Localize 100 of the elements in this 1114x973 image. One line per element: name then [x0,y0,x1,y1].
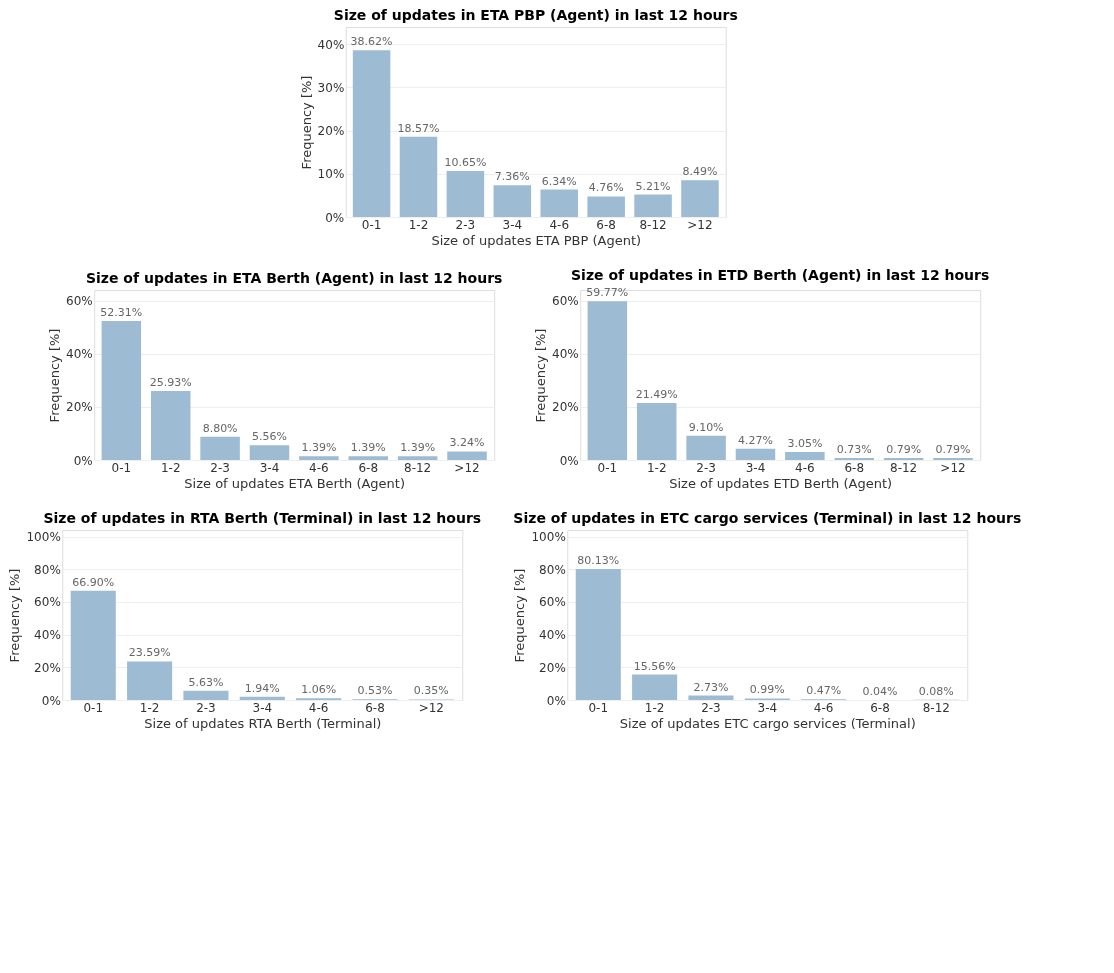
x-axis-title: Size of updates ETD Berth (Agent) [669,475,893,491]
y-tick-label: 80% [539,562,566,577]
data-label: 0.79% [935,442,971,456]
bar [299,456,339,460]
y-tick-label: 20% [317,124,345,139]
bar [785,451,825,460]
x-tick-label: 2-3 [455,217,476,232]
bar [447,451,487,460]
y-tick-label: 20% [539,660,566,675]
y-tick-label: 0% [73,453,93,468]
x-tick-label: >12 [687,217,713,232]
bar [493,185,532,217]
x-tick-label: 1-2 [646,460,667,475]
bar [239,696,285,700]
bar [127,661,173,700]
y-tick-label: 100% [26,530,61,545]
data-label: 7.36% [494,170,530,184]
y-axis-title: Frequency [%] [47,328,62,423]
x-axis-title: Size of updates ETA Berth (Agent) [184,475,406,491]
data-label: 0.47% [806,684,842,698]
data-label: 2.73% [693,680,729,694]
data-label: 0.79% [886,442,922,456]
data-label: 1.39% [301,441,337,455]
data-label: 0.99% [749,683,785,697]
x-tick-label: 3-4 [757,700,778,715]
x-tick-label: 4-6 [795,460,815,475]
bar [399,136,438,217]
chart-title: Size of updates in ETA PBP (Agent) in last 12 hours [333,7,738,23]
x-tick-label: 3-4 [259,460,280,475]
data-label: 8.49% [682,165,718,179]
data-label: 1.39% [350,441,386,455]
data-label: 1.39% [400,441,436,455]
y-tick-label: 40% [66,347,93,362]
bar [70,590,116,700]
bar [933,457,973,460]
bar [249,445,290,460]
data-label: 0.35% [413,684,449,698]
y-tick-label: 60% [66,294,93,309]
x-tick-label: 6-8 [596,217,616,232]
x-tick-label: 1-2 [139,700,160,715]
x-tick-label: 8-12 [922,700,950,715]
data-label: 4.27% [738,433,773,447]
bar [632,674,678,700]
data-label: 0.04% [862,684,898,698]
x-tick-label: 4-6 [309,460,329,475]
data-label: 18.57% [397,121,440,135]
data-label: 3.05% [787,436,823,450]
chart-title: Size of updates in RTA Berth (Terminal) in last 12 hours [43,510,482,526]
chart-title: Size of updates in ETA Berth (Agent) in last 12 hours [85,270,503,286]
data-label: 25.93% [149,376,192,390]
data-label: 6.34% [541,174,577,188]
bar [352,50,391,217]
x-tick-label: 0-1 [597,460,618,475]
data-label: 38.62% [350,35,393,49]
data-label: 15.56% [633,659,676,673]
y-tick-label: 60% [552,294,579,309]
data-label: 3.24% [449,436,485,450]
bar [397,456,438,460]
x-tick-label: >12 [418,700,444,715]
y-tick-label: 100% [531,530,566,545]
data-label: 5.63% [188,675,224,689]
x-tick-label: 0-1 [588,700,609,715]
x-tick-label: 0-1 [361,217,382,232]
data-label: 5.21% [635,179,671,193]
x-tick-label: 3-4 [502,217,523,232]
y-tick-label: 30% [317,80,345,95]
x-axis-title: Size of updates ETC cargo services (Terminal) [619,715,916,731]
x-tick-label: 2-3 [196,700,216,715]
bar [540,189,578,217]
data-label: 0.53% [357,684,393,698]
data-label: 1.06% [301,683,337,697]
y-tick-label: 20% [66,400,93,415]
x-axis-title: Size of updates RTA Berth (Terminal) [144,715,382,731]
bar [883,457,924,460]
x-tick-label: 3-4 [745,460,766,475]
bar [575,569,621,700]
y-tick-label: 10% [317,167,345,182]
x-tick-label: 2-3 [696,460,716,475]
bar [587,196,625,217]
x-tick-label: 1-2 [408,217,429,232]
x-tick-label: 0-1 [83,700,104,715]
x-tick-label: 1-2 [160,460,181,475]
bar [681,180,719,217]
y-tick-label: 40% [317,37,345,52]
y-tick-label: 0% [41,693,61,708]
x-tick-label: 6-8 [365,700,385,715]
bar [688,695,734,700]
y-tick-label: 80% [34,562,61,577]
bar [636,402,677,460]
y-tick-label: 40% [539,628,566,643]
y-tick-label: 0% [546,693,566,708]
y-axis-title: Frequency [%] [298,75,314,170]
x-tick-label: 0-1 [111,460,132,475]
data-label: 9.10% [688,420,724,434]
bar [446,171,485,217]
y-tick-label: 40% [552,347,579,362]
data-label: 80.13% [577,554,620,568]
x-tick-label: 2-3 [701,700,721,715]
bar [183,690,229,700]
y-axis-title: Frequency [%] [512,568,528,663]
